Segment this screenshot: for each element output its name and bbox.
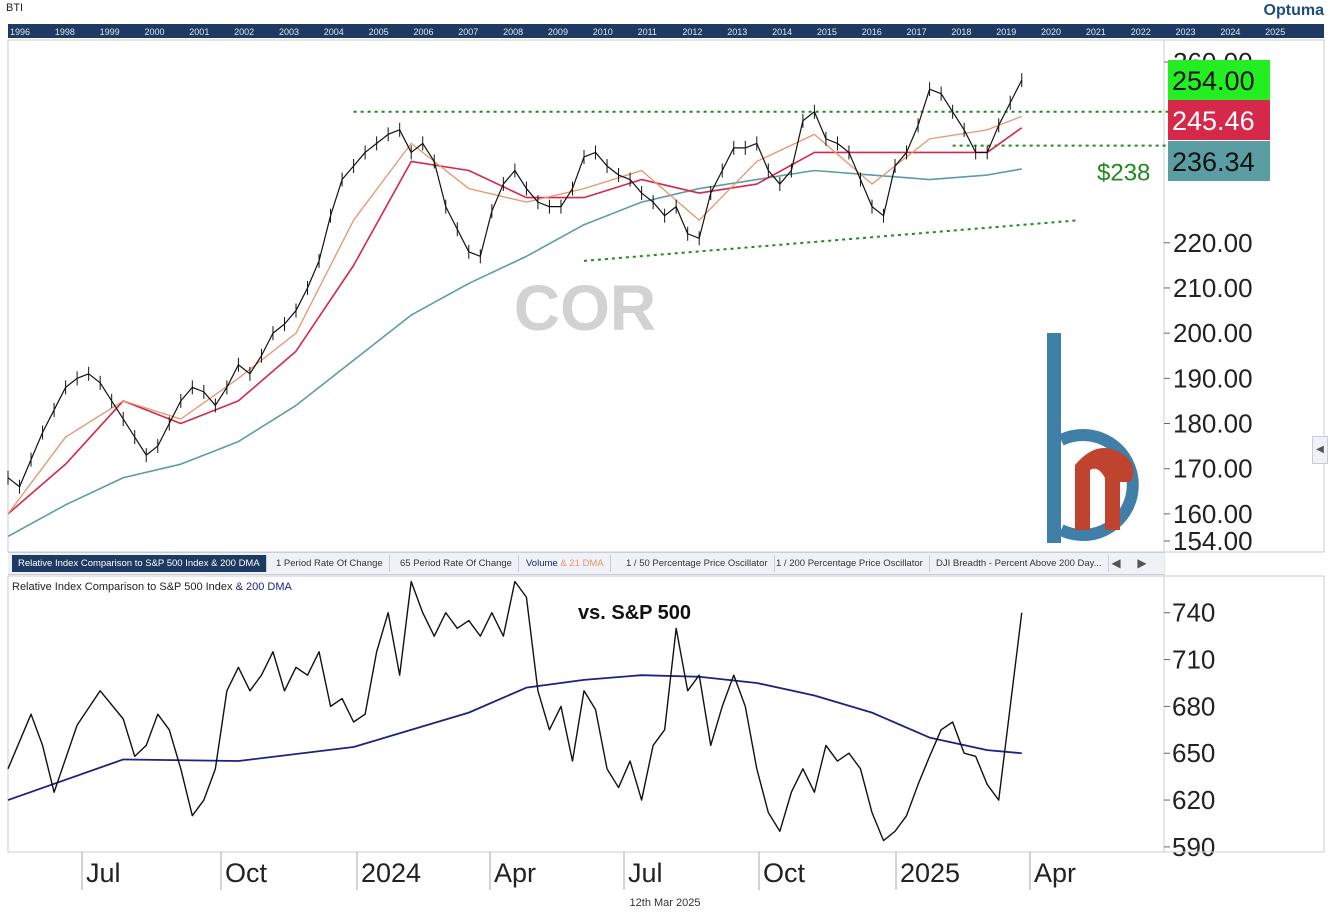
tab-volume[interactable]: Volume & 21 DMA [520,555,611,572]
overview-year-label: 2005 [369,27,389,37]
y-tick-label: 620 [1172,785,1215,815]
overview-band [8,24,1324,38]
overview-year-label: 2015 [817,27,837,37]
tab-1-200-ppo[interactable]: 1 / 200 Percentage Price Oscillator [770,555,930,572]
tab-1-period-roc[interactable]: 1 Period Rate Of Change [270,555,390,572]
tab-relative-index[interactable]: Relative Index Comparison to S&P 500 Ind… [12,555,267,572]
overview-year-label: 2019 [996,27,1016,37]
overview-year-label: 2013 [727,27,747,37]
x-tick-label: Oct [763,858,806,888]
relative-line [7,580,1023,842]
y-tick-label: 210.00 [1173,273,1253,303]
value-label-text: 254.00 [1172,66,1255,96]
overview-year-label: 1996 [10,27,30,37]
y-tick-label: 154.00 [1173,526,1253,556]
overview-year-label: 2017 [907,27,927,37]
x-tick-label: 2024 [361,858,421,888]
overview-year-label: 2016 [862,27,882,37]
overview-year-label: 2009 [548,27,568,37]
overview-year-label: 1999 [100,27,120,37]
x-tick-label: Jul [628,858,663,888]
overview-year-label: 2020 [1041,27,1061,37]
relative-panel-title: vs. S&P 500 [578,602,691,624]
logo-bowl [1058,429,1139,541]
overview-year-label: 2007 [458,27,478,37]
y-tick-label: 710 [1172,645,1215,675]
overview-year-label: 2025 [1265,27,1285,37]
value-label-box [1168,141,1270,181]
overview-year-label: 2021 [1086,27,1106,37]
overview-year-label: 1998 [55,27,75,37]
overview-year-label: 2011 [638,27,657,37]
overview-year-label: 2024 [1220,27,1240,37]
value-label-text: 236.34 [1172,147,1255,177]
ma-mid-line [7,127,1023,515]
overview-year-label: 2008 [503,27,523,37]
support-trendline [583,219,1080,262]
y-tick-label: 650 [1172,738,1215,768]
overview-year-label: 2023 [1176,27,1196,37]
overview-year-label: 2002 [234,27,254,37]
ticker-watermark: COR [514,272,656,344]
ma-long-line [7,168,1022,538]
x-tick-label: Jul [86,858,121,888]
footer-date: 12th Mar 2025 [629,897,701,909]
tab-dji-breadth[interactable]: DJI Breadth - Percent Above 200 Day... [930,555,1109,572]
y-tick-label: 200.00 [1173,318,1253,348]
x-tick-label: Apr [1034,858,1076,888]
logo-stem [1047,333,1061,543]
y-tick-label: 590 [1172,832,1215,862]
overview-year-label: 2014 [772,27,792,37]
y-tick-label: 160.00 [1173,499,1253,529]
tab-1-50-ppo[interactable]: 1 / 50 Percentage Price Oscillator [620,555,775,572]
overview-year-label: 2012 [682,27,702,37]
tab-65-period-roc[interactable]: 65 Period Rate Of Change [394,555,519,572]
symbol-label: BTI [6,2,24,14]
overview-year-label: 2000 [144,27,164,37]
value-label-text: 245.46 [1172,106,1255,136]
overview-year-label: 2022 [1131,27,1151,37]
brand-logo: Optuma [1263,2,1324,19]
y-tick-label: 190.00 [1173,363,1253,393]
relative-ma-line [7,674,1022,801]
overview-year-label: 2001 [189,27,209,37]
overview-year-label: 2006 [413,27,433,37]
overview-year-label: 2003 [279,27,299,37]
x-tick-label: Apr [494,858,536,888]
ma-short-line [7,115,1022,515]
x-tick-label: 2025 [900,858,960,888]
overview-year-label: 2018 [951,27,971,37]
indicator-tab-bar: Relative Index Comparison to S&P 500 Ind… [8,552,1164,575]
y-tick-label: 220.00 [1173,228,1253,258]
logo-mark [1075,448,1134,530]
panel-expand-handle[interactable]: ◀ [1312,436,1328,464]
chevron-left-icon[interactable]: ◀ [1111,556,1121,570]
y-tick-label: 170.00 [1173,454,1253,484]
lower-panel-title: Relative Index Comparison to S&P 500 Ind… [12,581,292,593]
y-tick-label: 180.00 [1173,409,1253,439]
x-tick-label: Oct [225,858,268,888]
price-annotation: $238 [1097,159,1150,186]
value-label-box [1168,60,1270,100]
overview-year-label: 2010 [593,27,613,37]
value-label-box [1168,100,1270,140]
y-tick-label: 740 [1172,598,1215,628]
overview-year-label: 2004 [324,27,344,37]
chevron-right-icon[interactable]: ▶ [1137,556,1147,570]
y-tick-label: 680 [1172,691,1215,721]
